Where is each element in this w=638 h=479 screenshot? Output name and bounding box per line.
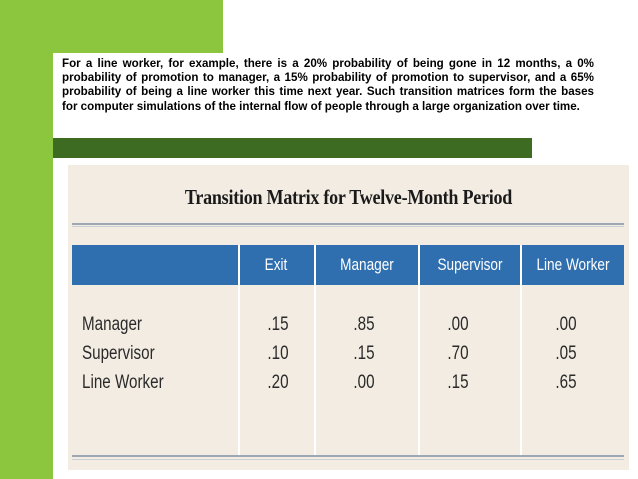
matrix-cell: .70 (447, 343, 469, 364)
bottom-rule-thin (72, 459, 624, 460)
top-left-accent-block (0, 0, 223, 53)
supervisor-values: .00 .70 .15 (408, 310, 508, 397)
matrix-cell: .10 (267, 343, 289, 364)
body-paragraph: For a line worker, for example, there is… (62, 57, 594, 113)
matrix-cell: .00 (353, 372, 375, 393)
matrix-cell: .15 (447, 372, 469, 393)
title-rule (72, 223, 624, 225)
matrix-cell: .05 (555, 343, 577, 364)
matrix-cell: .15 (267, 314, 289, 335)
header-supervisor: Supervisor (437, 255, 503, 274)
row-labels: Manager Supervisor Line Worker (82, 310, 184, 397)
manager-values: .85 .15 .00 (314, 310, 414, 397)
column-separator (238, 245, 240, 455)
figure-title: Transition Matrix for Twelve-Month Perio… (184, 185, 513, 209)
matrix-cell: .65 (555, 372, 577, 393)
left-accent-bar (0, 0, 53, 479)
matrix-cell: .00 (555, 314, 577, 335)
matrix-cell: .00 (447, 314, 469, 335)
line-worker-values: .00 .05 .65 (516, 310, 616, 397)
title-rule-thin (72, 226, 624, 227)
matrix-cell: .85 (353, 314, 375, 335)
matrix-cell: .15 (353, 343, 375, 364)
matrix-cell: .20 (267, 372, 289, 393)
row-label-manager: Manager (82, 314, 142, 335)
column-separator (418, 245, 420, 455)
header-exit: Exit (264, 255, 288, 274)
header-line-worker: Line Worker (536, 255, 610, 274)
exit-values: .15 .10 .20 (228, 310, 328, 397)
matrix-header-row: Exit Manager Supervisor Line Worker (72, 245, 624, 285)
row-label-line-worker: Line Worker (82, 372, 164, 393)
row-label-supervisor: Supervisor (82, 343, 155, 364)
column-separator (314, 245, 316, 455)
bottom-rule (72, 455, 624, 457)
transition-matrix-figure: Transition Matrix for Twelve-Month Perio… (68, 165, 629, 470)
column-separator (520, 245, 522, 455)
section-divider-bar (53, 138, 532, 158)
header-manager: Manager (340, 255, 394, 274)
